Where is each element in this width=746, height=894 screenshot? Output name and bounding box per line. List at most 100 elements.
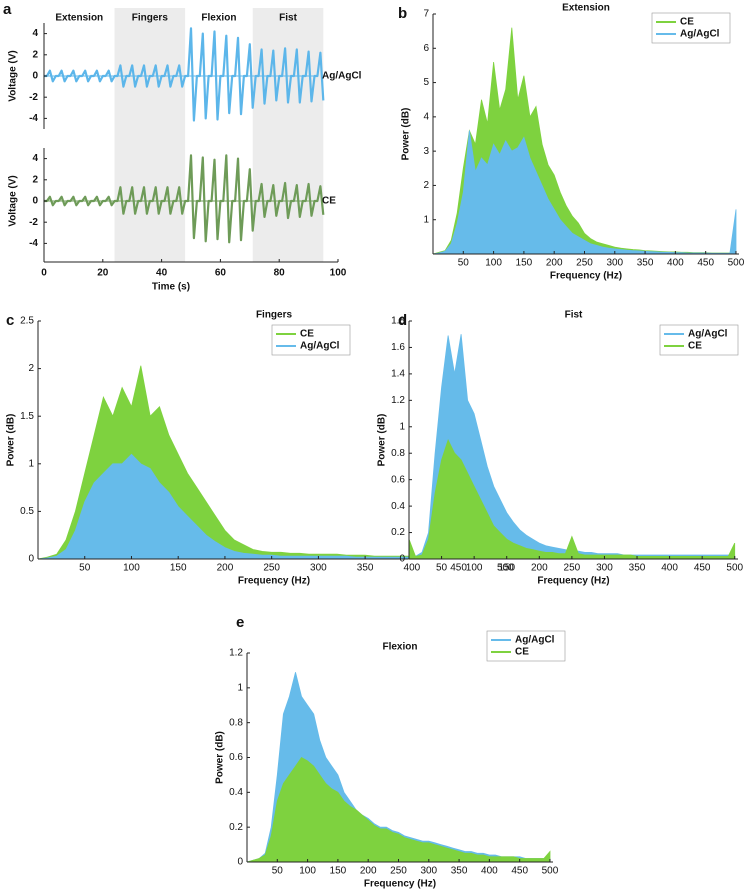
region-shade bbox=[114, 8, 186, 262]
legend-label: Ag/AgCl bbox=[680, 29, 720, 40]
series-label: Ag/AgCl bbox=[322, 71, 362, 82]
y-tick-label: 1 bbox=[423, 214, 429, 225]
x-tick-label: 50 bbox=[458, 258, 470, 269]
y-tick-label: 1.6 bbox=[391, 342, 405, 353]
x-tick-label: 500 bbox=[542, 866, 559, 877]
y-tick-label: 5 bbox=[423, 77, 429, 88]
x-axis-label: Frequency (Hz) bbox=[364, 879, 436, 890]
y-tick-label: 1 bbox=[237, 682, 243, 693]
x-tick-label: 250 bbox=[390, 866, 407, 877]
y-tick-label: 2.5 bbox=[20, 316, 34, 327]
region-label: Extension bbox=[55, 13, 103, 24]
legend-box bbox=[651, 12, 731, 44]
y-axis-label: Power (dB) bbox=[377, 414, 388, 467]
legend-box bbox=[271, 324, 351, 356]
x-tick-label: 450 bbox=[694, 563, 711, 574]
y-tick-label: -2 bbox=[29, 217, 38, 228]
y-tick-label: 1.4 bbox=[391, 369, 405, 380]
y-tick-label: 0.2 bbox=[391, 527, 405, 538]
y-tick-label: 0.5 bbox=[20, 506, 34, 517]
x-tick-label: 50 bbox=[79, 563, 91, 574]
x-tick-label: 150 bbox=[330, 866, 347, 877]
y-tick-label: 0 bbox=[32, 196, 38, 207]
x-tick-label: 500 bbox=[497, 563, 514, 574]
legend-label: CE bbox=[515, 647, 529, 658]
panel-label: c bbox=[6, 312, 14, 329]
chart-title: Extension bbox=[562, 3, 610, 14]
y-tick-label: 0.6 bbox=[391, 474, 405, 485]
legend-label: CE bbox=[300, 329, 314, 340]
x-tick-label: 300 bbox=[596, 563, 613, 574]
x-tick-label: 100 bbox=[466, 563, 483, 574]
y-tick-label: 4 bbox=[32, 28, 38, 39]
x-tick-label: 100 bbox=[299, 866, 316, 877]
x-tick-label: 150 bbox=[516, 258, 533, 269]
y-tick-label: -2 bbox=[29, 92, 38, 103]
spectrum-area bbox=[432, 130, 737, 255]
x-axis-label: Frequency (Hz) bbox=[550, 271, 622, 282]
x-tick-label: 200 bbox=[360, 866, 377, 877]
x-tick-label: 400 bbox=[667, 258, 684, 269]
x-tick-label: 80 bbox=[274, 268, 286, 279]
signal-line bbox=[44, 154, 325, 244]
y-tick-label: 0.6 bbox=[229, 752, 243, 763]
y-tick-label: 1 bbox=[28, 458, 34, 469]
region-shade bbox=[252, 8, 324, 262]
y-tick-label: 2 bbox=[32, 174, 38, 185]
x-axis-label: Frequency (Hz) bbox=[537, 576, 609, 587]
y-axis-label: Voltage (V) bbox=[8, 175, 19, 226]
x-tick-label: 250 bbox=[263, 563, 280, 574]
region-label: Fingers bbox=[132, 13, 169, 24]
y-tick-label: 0.2 bbox=[229, 822, 243, 833]
y-tick-label: 1.8 bbox=[391, 316, 405, 327]
x-tick-label: 250 bbox=[576, 258, 593, 269]
x-tick-label: 250 bbox=[564, 563, 581, 574]
y-tick-label: 2 bbox=[423, 180, 429, 191]
x-tick-label: 350 bbox=[637, 258, 654, 269]
y-tick-label: 1.5 bbox=[20, 411, 34, 422]
x-tick-label: 100 bbox=[330, 268, 347, 279]
panel-label: e bbox=[236, 614, 244, 631]
signal-line bbox=[44, 27, 325, 122]
x-tick-label: 400 bbox=[481, 866, 498, 877]
y-tick-label: 4 bbox=[32, 153, 38, 164]
y-axis-label: Power (dB) bbox=[215, 731, 226, 784]
y-tick-label: 0 bbox=[237, 857, 243, 868]
chart-title: Fingers bbox=[256, 310, 293, 321]
x-tick-label: 20 bbox=[97, 268, 109, 279]
y-tick-label: 0 bbox=[28, 554, 34, 565]
panel-label: d bbox=[398, 312, 407, 329]
y-tick-label: 1.2 bbox=[229, 648, 243, 659]
y-tick-label: 2 bbox=[32, 49, 38, 60]
x-tick-label: 300 bbox=[310, 563, 327, 574]
x-tick-label: 400 bbox=[404, 563, 421, 574]
spectrum-area bbox=[408, 438, 736, 560]
legend-box bbox=[659, 324, 739, 356]
y-tick-label: -4 bbox=[29, 238, 38, 249]
y-tick-label: 0.4 bbox=[391, 501, 405, 512]
y-tick-label: -4 bbox=[29, 113, 38, 124]
y-tick-label: 1.2 bbox=[391, 395, 405, 406]
series-label: CE bbox=[322, 196, 336, 207]
x-tick-label: 200 bbox=[217, 563, 234, 574]
y-tick-label: 0.4 bbox=[229, 787, 243, 798]
legend-box bbox=[486, 630, 566, 662]
x-tick-label: 400 bbox=[661, 563, 678, 574]
panel-label: a bbox=[3, 1, 12, 18]
y-axis-label: Voltage (V) bbox=[8, 50, 19, 101]
x-tick-label: 40 bbox=[156, 268, 168, 279]
x-tick-label: 50 bbox=[272, 866, 284, 877]
region-label: Fist bbox=[279, 13, 297, 24]
legend-label: Ag/AgCl bbox=[515, 635, 555, 646]
x-tick-label: 50 bbox=[436, 563, 448, 574]
x-tick-label: 150 bbox=[170, 563, 187, 574]
y-tick-label: 2 bbox=[28, 363, 34, 374]
y-tick-label: 1 bbox=[399, 421, 405, 432]
x-tick-label: 450 bbox=[450, 563, 467, 574]
y-tick-label: 0 bbox=[399, 554, 405, 565]
x-tick-label: 450 bbox=[511, 866, 528, 877]
legend-label: Ag/AgCl bbox=[688, 329, 728, 340]
chart-title: Fist bbox=[565, 310, 583, 321]
y-tick-label: 6 bbox=[423, 43, 429, 54]
